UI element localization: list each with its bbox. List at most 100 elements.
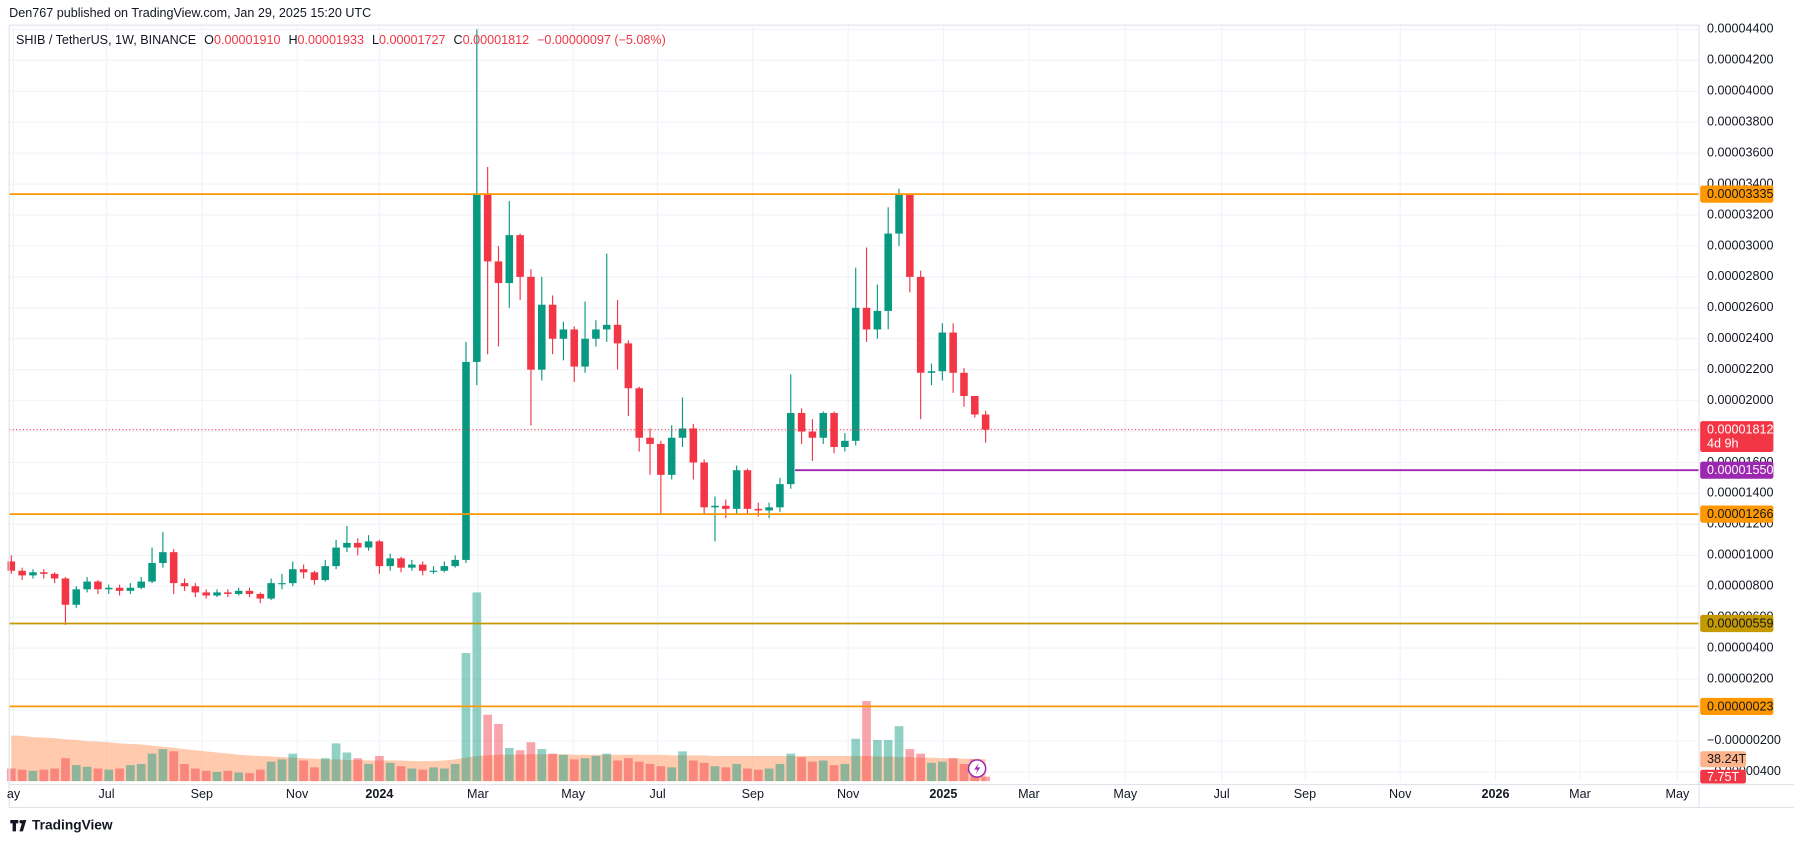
x-tick-label: Jul: [99, 787, 115, 801]
flash-icon: [967, 759, 987, 778]
volume-bar: [656, 766, 666, 782]
volume-bar: [320, 758, 330, 782]
candle-body: [213, 592, 221, 596]
volume-bar: [504, 747, 514, 782]
candle-body: [862, 307, 871, 330]
volume-bar: [862, 701, 871, 782]
publisher-note: Den767 published on TradingView.com, Jan…: [9, 6, 371, 20]
volume-bar: [494, 723, 503, 782]
candle-body: [18, 570, 26, 576]
x-tick-label: Nov: [837, 787, 860, 801]
volume-bar: [808, 761, 817, 782]
volume-bar: [797, 757, 806, 782]
candle-body: [678, 428, 687, 438]
x-tick-label: ay: [7, 787, 21, 801]
volume-ma-area: [11, 735, 986, 782]
volume-bar: [39, 769, 49, 782]
y-tick-label: 0.00000200: [1707, 671, 1773, 685]
x-tick-label: Sep: [191, 787, 213, 801]
level-label: 0.00001550: [1707, 463, 1773, 477]
volume-bar: [959, 763, 969, 782]
candle-body: [527, 276, 535, 370]
volume-bar: [136, 763, 146, 782]
y-tick-label: 0.00001400: [1707, 486, 1773, 500]
legend-value: 0.00001910: [214, 34, 280, 48]
volume-bar: [927, 762, 936, 782]
ohlc-legend: SHIB / TetherUS, 1W, BINANCE O0.00001910 H…: [16, 34, 666, 48]
x-tick-label: May: [1113, 787, 1137, 801]
grid: [9, 26, 1700, 782]
candle-body: [61, 578, 70, 605]
candle-body: [321, 566, 330, 581]
candle-body: [613, 324, 622, 344]
candle-body: [429, 570, 438, 572]
candle-body: [278, 583, 286, 585]
volume-bar: [634, 761, 644, 782]
level-label: 0.00003335: [1707, 187, 1773, 201]
volume-bar: [212, 771, 222, 782]
volume-bar: [948, 758, 958, 782]
volume-bar: [851, 738, 861, 782]
candle-body: [343, 542, 351, 548]
candle-body: [332, 547, 340, 567]
volume-bar: [158, 749, 168, 782]
volume-bar: [104, 769, 114, 782]
volume-bar: [699, 762, 709, 782]
candle-body: [559, 329, 568, 339]
volume-bar: [894, 726, 904, 782]
candle-body: [440, 566, 449, 571]
level-label-box: [1700, 185, 1774, 203]
candle-body: [148, 563, 156, 582]
candle-body: [397, 558, 405, 568]
candle-body: [386, 558, 394, 567]
candle-body: [516, 235, 524, 277]
level-label: 0.00001266: [1707, 507, 1773, 521]
candle-body: [299, 569, 308, 573]
volume-bar: [450, 763, 460, 782]
volume-bar: [71, 765, 81, 782]
level-label: 0.00000023: [1707, 699, 1773, 713]
volume-bar: [169, 751, 179, 782]
volume-bar: [277, 759, 287, 782]
level-label-box: [1700, 461, 1774, 479]
candle-body: [722, 505, 730, 509]
y-tick-label: 0.00003200: [1707, 207, 1773, 221]
legend-value: 0.00001812: [463, 34, 529, 48]
candle-body: [72, 589, 81, 605]
candle-body: [256, 593, 265, 599]
candle-body: [126, 587, 135, 591]
x-tick-label: Jul: [650, 787, 666, 801]
candle-body: [451, 559, 459, 567]
last-price-box: [1700, 421, 1774, 452]
legend-key: L: [372, 34, 379, 48]
volume-bar: [775, 763, 785, 782]
volume-bar: [472, 592, 482, 782]
candle-body: [602, 324, 611, 330]
y-tick-label: 0.00003800: [1707, 115, 1773, 129]
candle-body: [191, 586, 200, 593]
volume-bar: [6, 768, 16, 782]
y-tick-label: 0.00002400: [1707, 331, 1773, 345]
candle-body: [938, 332, 947, 372]
volume-bar: [299, 760, 308, 782]
volume-ma-box: [1700, 751, 1746, 768]
volume-bar: [688, 760, 698, 782]
y-tick-label: 0.00000800: [1707, 579, 1773, 593]
level-label-box: [1700, 697, 1774, 715]
candle-body: [635, 388, 643, 438]
volume-bar: [645, 763, 655, 782]
y-tick-label: 0.00003600: [1707, 145, 1773, 159]
volume-bar: [483, 714, 492, 782]
volume-bar: [916, 753, 926, 782]
x-tick-label: Nov: [286, 787, 309, 801]
candle-body: [483, 193, 492, 262]
legend-key: H: [288, 34, 297, 48]
candle-body: [841, 440, 849, 448]
volume-bar: [624, 758, 633, 782]
candle-body: [765, 507, 773, 511]
volume-bar: [82, 766, 92, 782]
volume-bar: [721, 767, 731, 782]
volume-bar: [429, 767, 438, 782]
volume-bar: [559, 754, 568, 782]
